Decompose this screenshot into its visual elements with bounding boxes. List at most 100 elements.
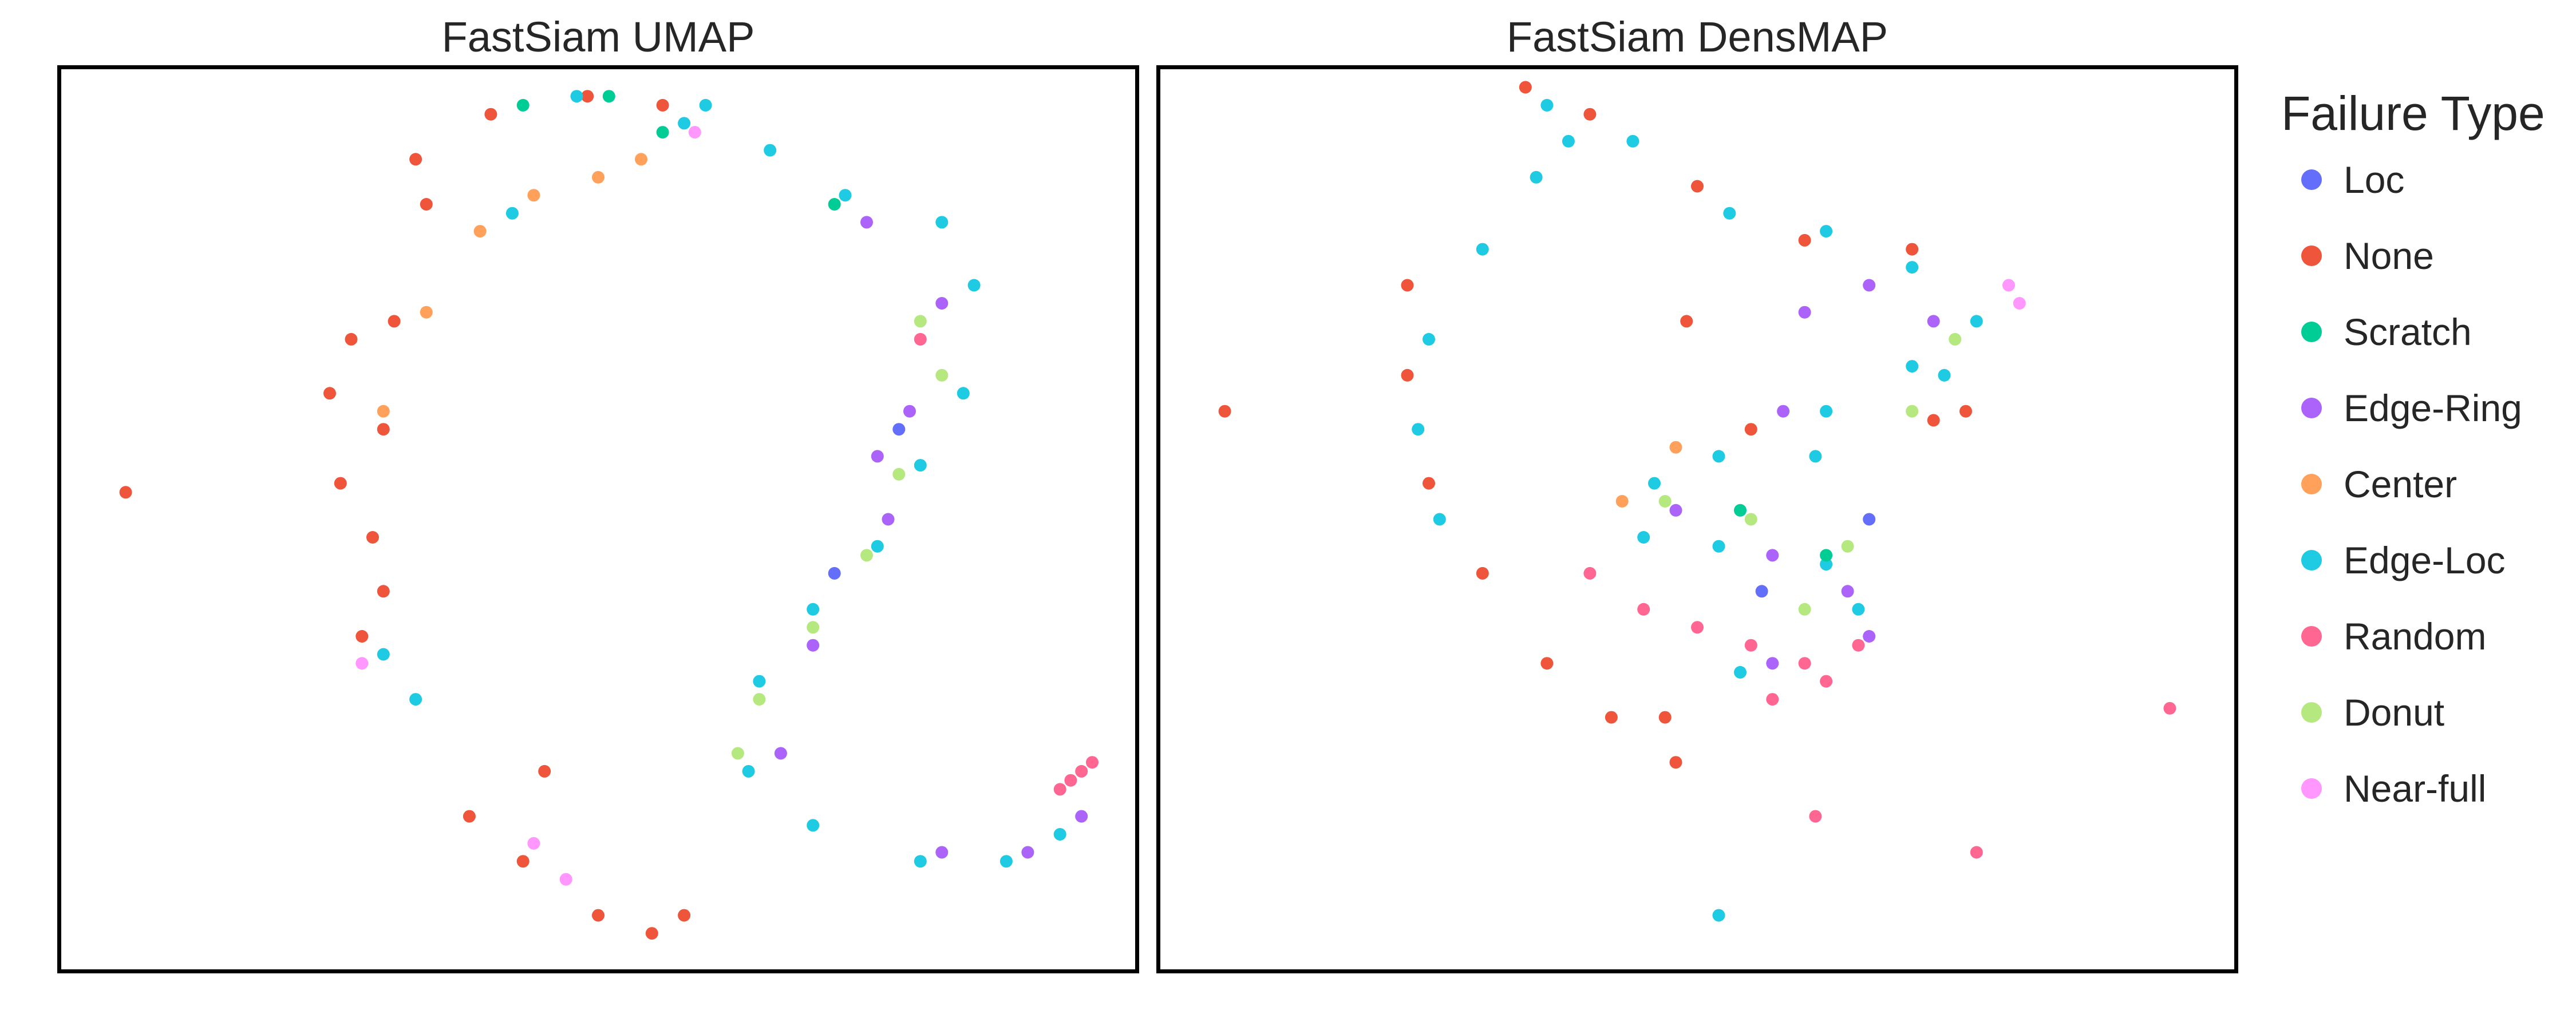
scatter-point [2002, 279, 2015, 292]
series-near-full [2002, 279, 2026, 310]
series-center [1615, 441, 1682, 508]
scatter-point [2163, 702, 2176, 715]
scatter-point [1658, 495, 1672, 508]
scatter-point [1476, 243, 1489, 256]
scatter-point [592, 171, 605, 184]
scatter-point [1906, 243, 1919, 256]
legend-marker [2301, 625, 2322, 647]
scatter-point [935, 216, 949, 229]
scatter-point [1669, 504, 1682, 517]
legend-item-none[interactable]: None [2281, 217, 2573, 294]
legend-item-center[interactable]: Center [2281, 446, 2573, 522]
scatter-point [1712, 450, 1725, 463]
scatter-point [1433, 513, 1446, 526]
scatter-point [1519, 81, 1532, 94]
scatter-point [377, 648, 390, 661]
series-edge-loc [377, 90, 1066, 868]
scatter-point [1734, 504, 1747, 517]
densmap-plot-panel [1156, 65, 2238, 973]
scatter-point [839, 189, 852, 202]
scatter-point [807, 819, 820, 832]
scatter-point [1626, 134, 1639, 148]
scatter-point [1863, 630, 1876, 643]
scatter-point [1809, 450, 1822, 463]
scatter-point [1540, 657, 1554, 670]
scatter-point [1970, 846, 1983, 859]
scatter-point [645, 927, 658, 940]
scatter-point [1863, 279, 1876, 292]
umap-plot-panel [57, 65, 1139, 973]
scatter-point [892, 423, 906, 436]
series-random [914, 332, 1099, 796]
scatter-point [1927, 414, 1940, 427]
scatter-point [828, 566, 841, 580]
scatter-point [1423, 477, 1435, 490]
scatter-point [1820, 225, 1833, 238]
scatter-point [345, 332, 358, 346]
scatter-point [527, 837, 540, 850]
scatter-point [1401, 369, 1414, 382]
scatter-point [914, 315, 927, 328]
scatter-point [828, 198, 841, 211]
scatter-point [484, 108, 497, 121]
densmap-title: FastSiam DensMAP [1506, 13, 1888, 61]
scatter-point [119, 486, 132, 499]
scatter-point [1691, 621, 1704, 634]
scatter-point [1053, 828, 1066, 841]
scatter-point [355, 630, 369, 643]
scatter-point [635, 153, 647, 166]
scatter-point [1744, 639, 1757, 652]
scatter-point [463, 810, 476, 823]
legend-item-edge-ring[interactable]: Edge-Ring [2281, 370, 2573, 446]
scatter-point [1075, 810, 1088, 823]
scatter-point [1906, 405, 1919, 418]
scatter-point [914, 332, 927, 346]
scatter-point [1927, 315, 1940, 328]
legend-item-scratch[interactable]: Scratch [2281, 294, 2573, 370]
scatter-point [1691, 180, 1704, 193]
scatter-point [388, 315, 401, 328]
scatter-point [1218, 405, 1231, 418]
scatter-point [1841, 540, 1854, 553]
scatter-point [753, 693, 766, 706]
scatter-point [1820, 549, 1833, 562]
scatter-point [1959, 405, 1972, 418]
scatter-point [656, 98, 669, 112]
scatter-point [1766, 693, 1779, 706]
series-loc [1755, 513, 1876, 598]
legend-items: Loc None Scratch Edge-Ring Center Edge-Loc Ran… [2281, 141, 2573, 826]
scatter-point [570, 90, 583, 103]
scatter-point [935, 297, 949, 310]
legend-item-random[interactable]: Random [2281, 598, 2573, 674]
scatter-point [914, 459, 927, 472]
legend-item-near-full[interactable]: Near-full [2281, 750, 2573, 826]
scatter-point [1583, 566, 1597, 580]
scatter-point [1863, 513, 1876, 526]
scatter-point [1583, 108, 1597, 121]
scatter-point [1540, 98, 1554, 112]
legend-label: Near-full [2344, 767, 2487, 810]
scatter-point [1777, 405, 1790, 418]
umap-title: FastSiam UMAP [441, 13, 755, 61]
series-edge-loc [1412, 98, 1983, 922]
legend-marker [2301, 778, 2322, 799]
legend-marker [2301, 321, 2322, 342]
scatter-point [505, 207, 519, 220]
scatter-point [1809, 810, 1822, 823]
scatter-point [742, 764, 755, 778]
scatter-point [1949, 332, 1962, 346]
scatter-point [1820, 675, 1833, 688]
scatter-point [1970, 315, 1983, 328]
scatter-point [420, 306, 433, 319]
legend: Failure Type Loc None Scratch Edge-Ring Cent… [2281, 86, 2573, 826]
legend-item-edge-loc[interactable]: Edge-Loc [2281, 522, 2573, 598]
scatter-point [903, 405, 916, 418]
legend-label: Random [2344, 615, 2487, 657]
scatter-point [1412, 423, 1425, 436]
legend-marker [2301, 397, 2322, 418]
legend-item-donut[interactable]: Donut [2281, 674, 2573, 750]
legend-item-loc[interactable]: Loc [2281, 141, 2573, 217]
scatter-point [1669, 756, 1682, 769]
scatter-point [731, 747, 744, 760]
scatter-point [967, 279, 981, 292]
